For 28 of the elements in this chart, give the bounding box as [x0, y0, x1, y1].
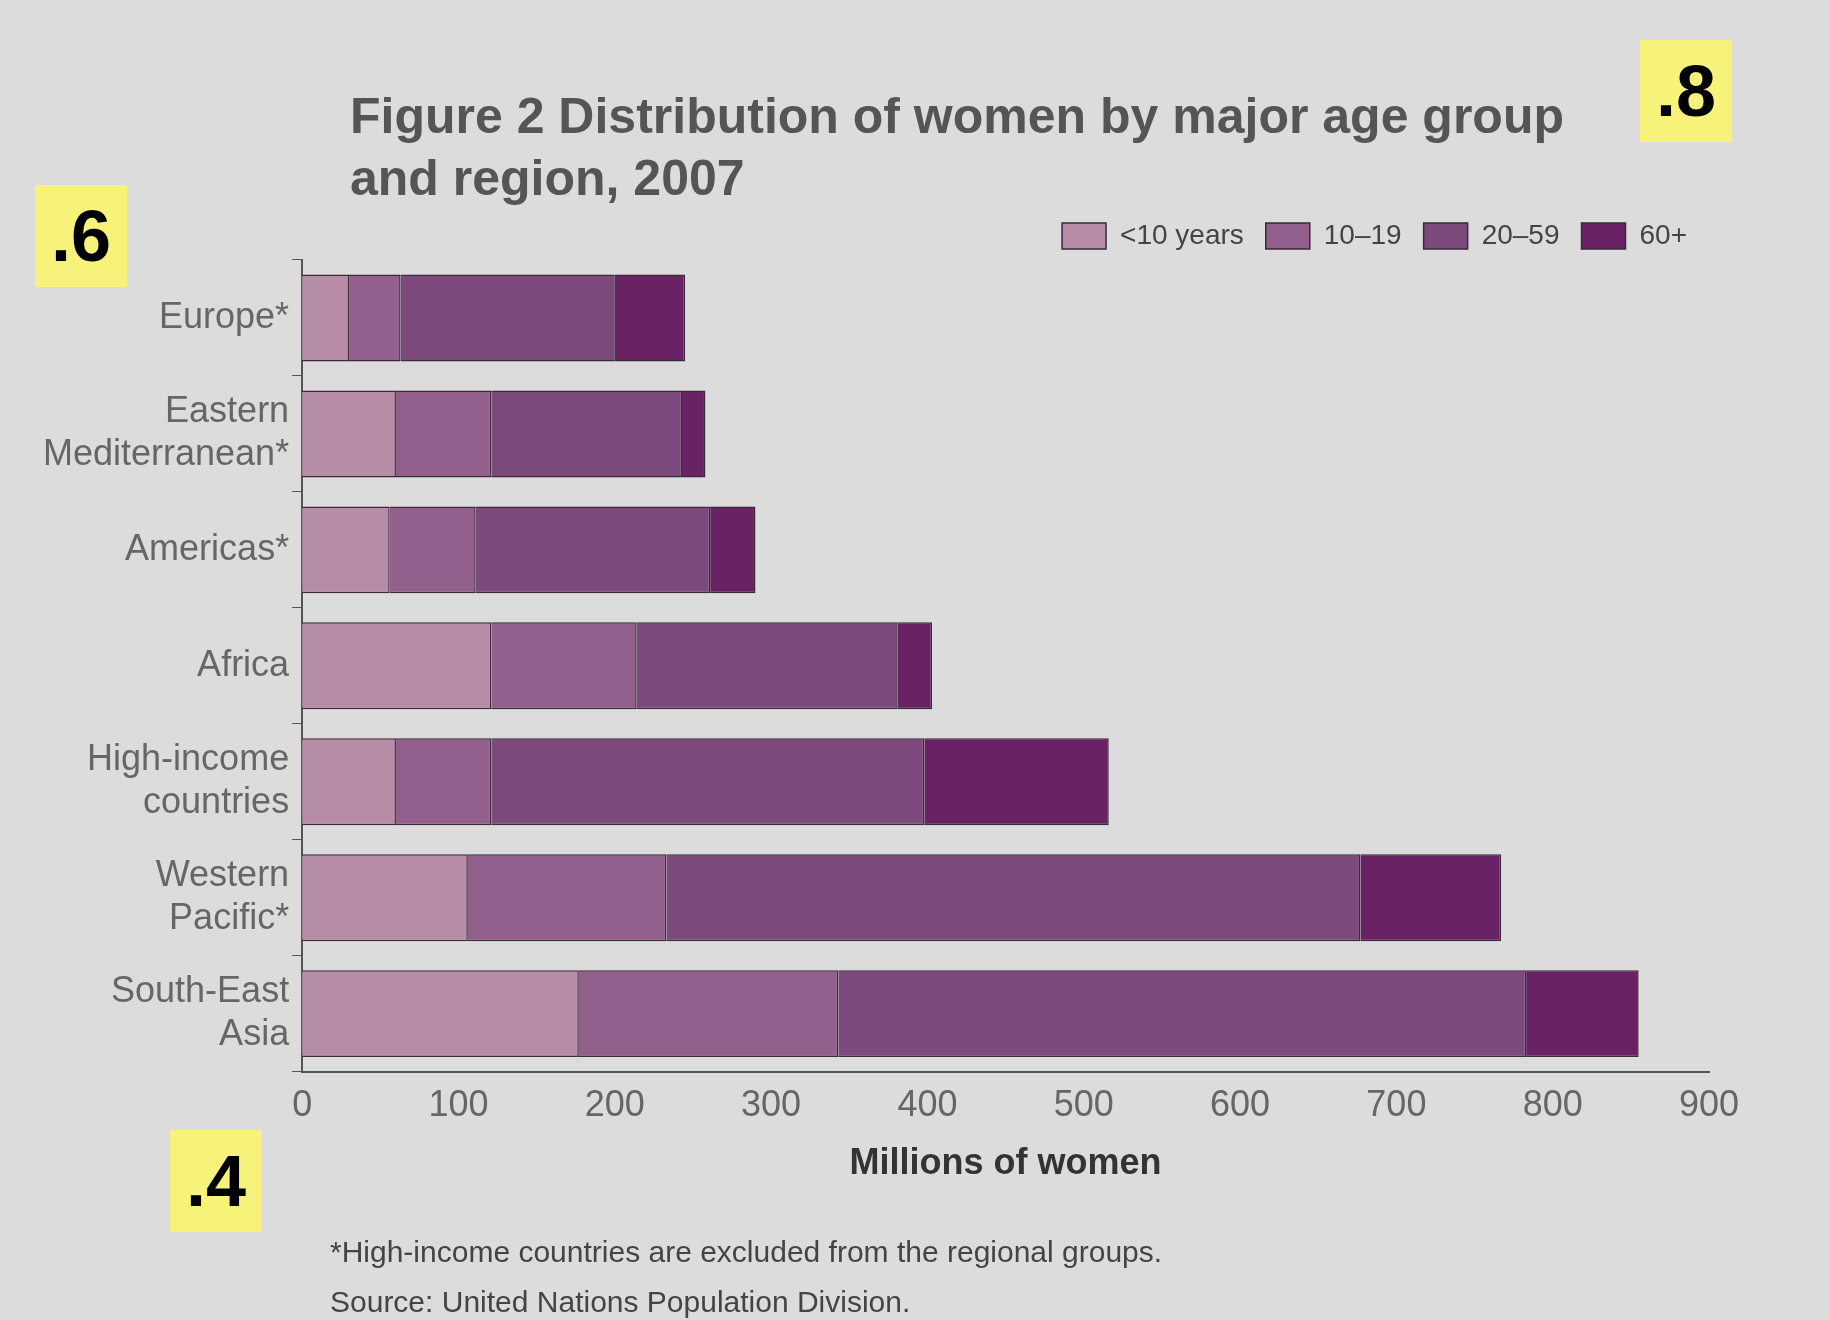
x-tick-label: 800: [1522, 1083, 1583, 1125]
x-tick-label: 100: [428, 1083, 489, 1125]
text: .4: [170, 1130, 263, 1232]
legend-label: 10–19: [1323, 218, 1402, 250]
x-tick-label: 700: [1366, 1083, 1427, 1125]
chart-title: Figure 2 Distribution of women by major age group and region, 2007: [350, 87, 1565, 208]
y-tick-label: High-income countries: [87, 737, 290, 822]
legend-label: <10 years: [1120, 218, 1244, 250]
text: .8: [1640, 40, 1733, 142]
y-tick-label: Europe*: [159, 294, 290, 336]
x-tick-label: 900: [1678, 1083, 1740, 1125]
x-tick-label: 400: [897, 1083, 958, 1125]
y-tick-label: Western Pacific*: [155, 853, 290, 938]
legend-label: 60+: [1639, 218, 1687, 250]
x-tick-label: 600: [1210, 1083, 1271, 1125]
text: .6: [35, 185, 128, 287]
legend-label: 20–59: [1481, 218, 1560, 250]
x-tick-label: 200: [584, 1083, 645, 1125]
x-tick-label: 0: [292, 1083, 313, 1125]
x-tick-label: 300: [741, 1083, 802, 1125]
x-tick-label: 500: [1053, 1083, 1114, 1125]
y-tick-label: Eastern Mediterranean*: [42, 389, 290, 474]
x-axis-title: Millions of women: [849, 1141, 1162, 1183]
y-tick-label: South-East Asia: [111, 968, 291, 1054]
text: *High-income countries are excluded from the regional groups.: [330, 1235, 1163, 1269]
y-tick-label: Americas*: [125, 526, 290, 568]
source-note: Source: United Nations Population Division.: [330, 1285, 911, 1319]
y-tick-label: Africa: [197, 642, 291, 684]
